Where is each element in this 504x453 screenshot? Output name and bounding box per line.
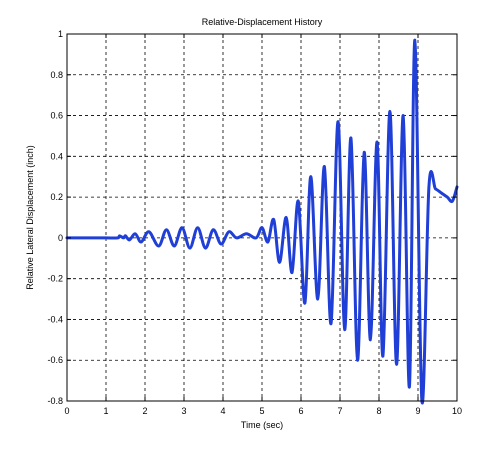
- y-tick-label: 0: [58, 233, 63, 243]
- y-tick-label: -0.2: [47, 274, 63, 284]
- x-tick-label: 3: [181, 406, 186, 416]
- x-tick-label: 0: [64, 406, 69, 416]
- y-tick-label: 0.6: [50, 111, 63, 121]
- x-tick-label: 6: [298, 406, 303, 416]
- x-tick-labels: 0 1 2 3 4 5 6 7 8 9 10: [64, 406, 462, 416]
- tick-marks: [66, 33, 458, 402]
- series-line: [65, 38, 459, 405]
- series-group: [65, 38, 459, 405]
- x-tick-label: 2: [142, 406, 147, 416]
- y-tick-labels: -0.8 -0.6 -0.4 -0.2 0 0.2 0.4 0.6 0.8 1: [47, 29, 63, 406]
- x-axis-label: Time (sec): [241, 420, 283, 430]
- chart-title: Relative-Displacement History: [202, 17, 323, 27]
- y-axis-label: Relative Lateral Displacement (inch): [25, 145, 35, 290]
- y-tick-label: -0.6: [47, 355, 63, 365]
- y-tick-label: 0.2: [50, 192, 63, 202]
- y-tick-label: -0.4: [47, 314, 63, 324]
- y-tick-label: -0.8: [47, 396, 63, 406]
- x-tick-label: 10: [452, 406, 462, 416]
- y-tick-label: 1: [58, 29, 63, 39]
- x-tick-label: 1: [103, 406, 108, 416]
- x-tick-label: 9: [415, 406, 420, 416]
- x-tick-label: 4: [220, 406, 225, 416]
- x-tick-label: 8: [376, 406, 381, 416]
- y-tick-label: 0.8: [50, 70, 63, 80]
- y-tick-label: 0.4: [50, 151, 63, 161]
- x-tick-label: 7: [337, 406, 342, 416]
- x-tick-label: 5: [259, 406, 264, 416]
